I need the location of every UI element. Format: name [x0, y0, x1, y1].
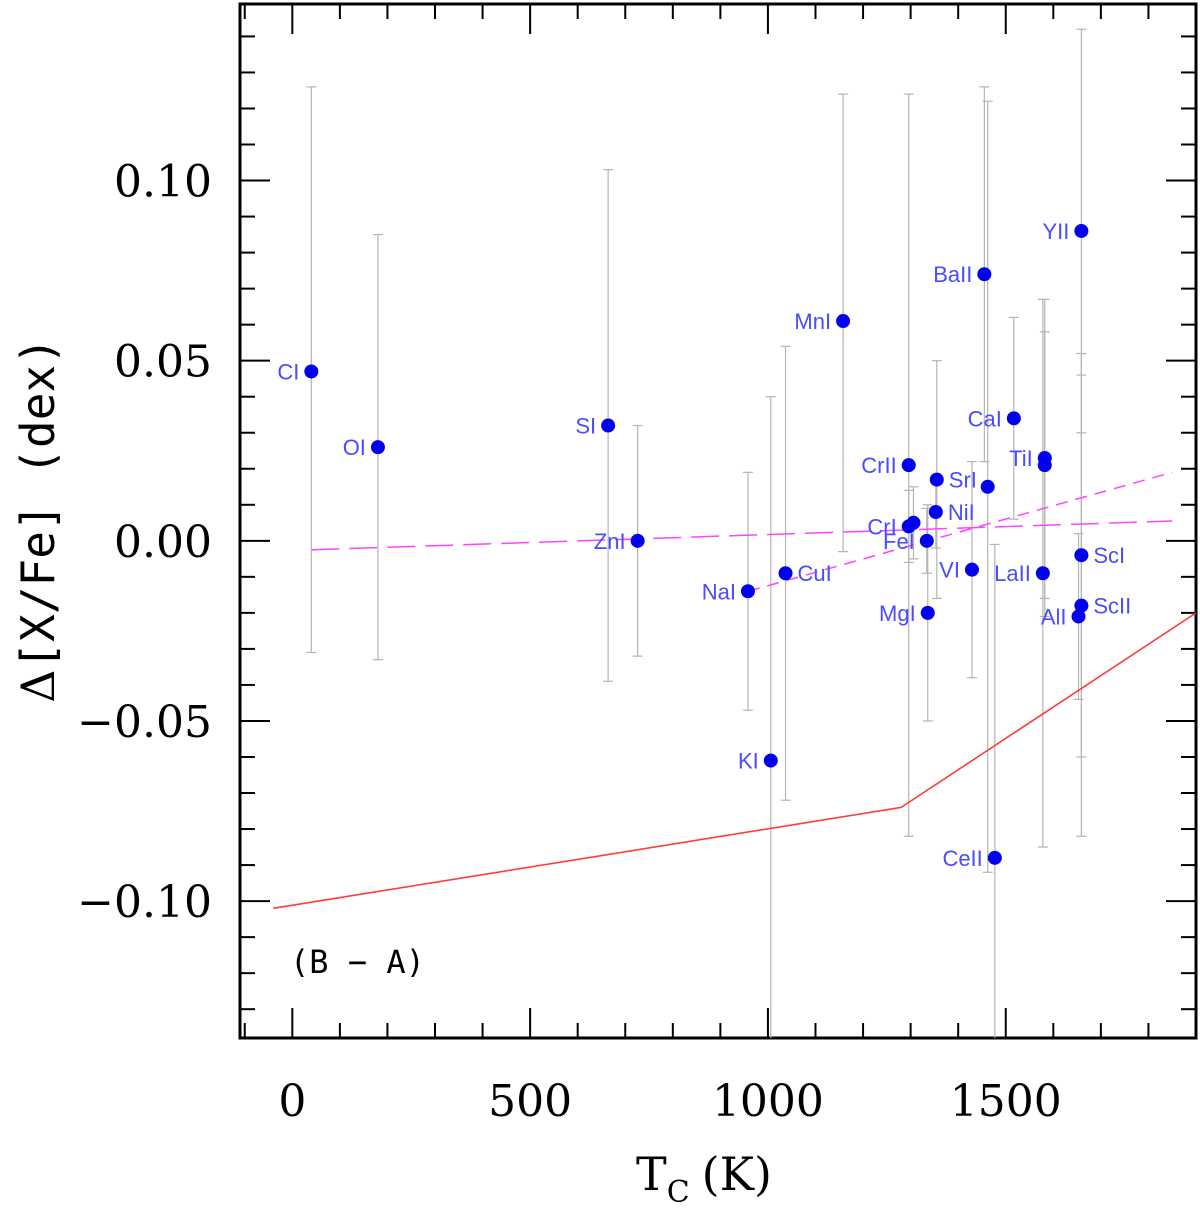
point-label: YII [1042, 219, 1069, 244]
data-point [1074, 223, 1089, 238]
x-axis-symbol: T [636, 1147, 667, 1201]
point-label: NaI [702, 579, 736, 604]
data-point [304, 364, 319, 379]
point-label: MgI [879, 601, 916, 626]
data-point [987, 850, 1002, 865]
point-label: SI [575, 414, 596, 439]
y-tick-labels: 0.10 0.05 0.00 −0.05 −0.10 [77, 157, 212, 929]
data-point [763, 753, 778, 768]
point-label: NiI [948, 500, 975, 525]
data-point [601, 418, 616, 433]
data-point [1035, 566, 1050, 581]
point-label: VI [939, 558, 960, 583]
model-polyline [273, 612, 1197, 910]
point-label: MnI [794, 309, 831, 334]
point-label: CI [277, 359, 299, 384]
point-label: TiI [1009, 446, 1033, 471]
data-point [1074, 548, 1089, 563]
y-tick-label: 0.05 [114, 337, 212, 388]
x-tick-label: 500 [488, 1076, 572, 1127]
point-label: ScI [1093, 543, 1125, 568]
point-label: AlI [1041, 604, 1067, 629]
y-tick-label: 0.10 [114, 157, 212, 208]
point-label: ScII [1093, 594, 1131, 619]
data-point [370, 440, 385, 455]
data-point [919, 533, 934, 548]
y-tick-label: 0.00 [114, 517, 212, 568]
error-bars [306, 28, 1087, 1038]
point-label: BaII [933, 262, 972, 287]
point-label: CuI [798, 561, 832, 586]
data-point [1037, 458, 1052, 473]
data-point [977, 267, 992, 282]
data-point [1006, 411, 1021, 426]
point-label: ZnI [594, 529, 626, 554]
data-point [964, 562, 979, 577]
point-label: FeI [883, 529, 915, 554]
x-axis-unit: (K) [702, 1147, 772, 1201]
plot-frame [238, 2, 1198, 1040]
fit-line [747, 471, 1173, 592]
data-point [836, 314, 851, 329]
x-tick-label: 1500 [950, 1076, 1062, 1127]
data-point [1074, 598, 1089, 613]
data-point [1071, 609, 1086, 624]
point-label: CrI [867, 514, 896, 539]
point-label: OI [343, 435, 366, 460]
data-point [920, 605, 935, 620]
data-point [901, 458, 916, 473]
data-point [929, 472, 944, 487]
y-axis-title: Δ[X/Fe] (dex) [11, 337, 65, 703]
data-points [304, 223, 1089, 865]
x-tick-label: 1000 [712, 1076, 824, 1127]
x-tick-label: 0 [278, 1076, 306, 1127]
y-tick-label: −0.05 [77, 697, 212, 748]
fit-line [311, 520, 1173, 551]
data-point [980, 479, 995, 494]
x-tick-labels: 0 500 1000 1500 [278, 1076, 1061, 1127]
point-label: KI [738, 749, 759, 774]
annotation: (B − A) [290, 943, 425, 981]
point-label: SrI [949, 468, 977, 493]
y-axis-delta: Δ [11, 670, 65, 703]
point-label: CrII [861, 453, 896, 478]
data-point [630, 533, 645, 548]
data-point [740, 584, 755, 599]
point-label: CaI [968, 406, 1002, 431]
y-tick-label: −0.10 [77, 877, 212, 928]
point-label: LaII [994, 561, 1031, 586]
point-label: CeII [942, 846, 982, 871]
x-axis-subscript: C [667, 1175, 690, 1210]
fit-lines [311, 471, 1173, 592]
data-point [928, 504, 943, 519]
data-point [906, 515, 921, 530]
x-axis-title: TC (K) [636, 1147, 772, 1210]
y-axis-label: [X/Fe] (dex) [11, 337, 65, 669]
data-point [778, 566, 793, 581]
model-line [273, 612, 1197, 910]
axis-ticks [240, 4, 1196, 1038]
